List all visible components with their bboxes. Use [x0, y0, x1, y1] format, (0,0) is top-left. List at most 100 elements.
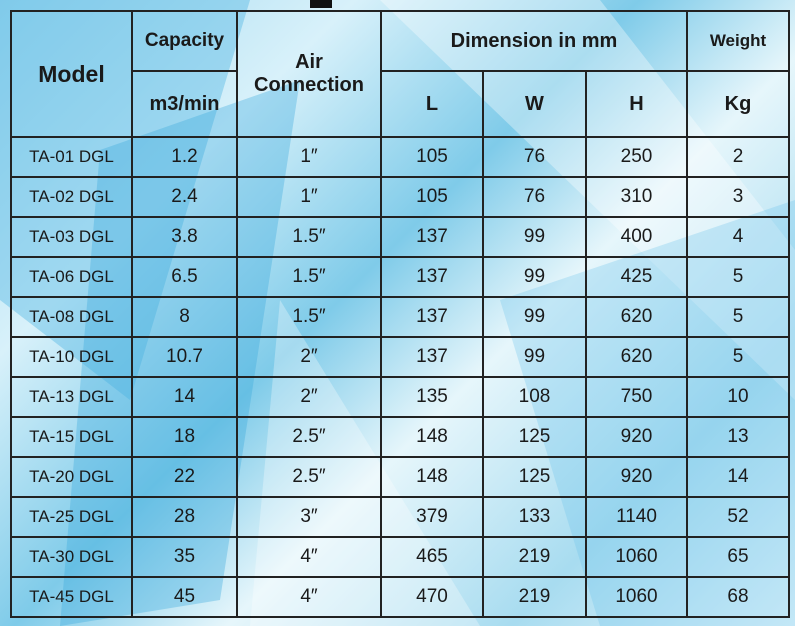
- cell-air-connection: 1″: [236, 136, 382, 178]
- header-w: W: [482, 70, 587, 138]
- cell-length: 137: [380, 256, 484, 298]
- cell-weight: 13: [686, 416, 790, 458]
- cell-model: TA-03 DGL: [10, 216, 133, 258]
- cell-capacity: 2.4: [131, 176, 238, 218]
- table-row: TA-30 DGL 35 4″ 465 219 1060 65: [10, 536, 790, 578]
- cell-weight: 68: [686, 576, 790, 618]
- cell-capacity: 22: [131, 456, 238, 498]
- cell-air-connection: 2″: [236, 376, 382, 418]
- cell-width: 99: [482, 296, 587, 338]
- cell-air-connection: 2″: [236, 336, 382, 378]
- cell-capacity: 45: [131, 576, 238, 618]
- header-h: H: [585, 70, 688, 138]
- cell-weight: 2: [686, 136, 790, 178]
- header-model: Model: [10, 10, 133, 138]
- cell-length: 105: [380, 176, 484, 218]
- cell-air-connection: 1″: [236, 176, 382, 218]
- cell-width: 219: [482, 576, 587, 618]
- cell-model: TA-08 DGL: [10, 296, 133, 338]
- cell-capacity: 6.5: [131, 256, 238, 298]
- cell-length: 137: [380, 216, 484, 258]
- cell-width: 76: [482, 136, 587, 178]
- cell-weight: 14: [686, 456, 790, 498]
- specification-table: Model Capacity Air Connection Dimension …: [10, 10, 790, 618]
- cell-weight: 5: [686, 256, 790, 298]
- cell-model: TA-30 DGL: [10, 536, 133, 578]
- cell-weight: 10: [686, 376, 790, 418]
- cell-model: TA-02 DGL: [10, 176, 133, 218]
- table-row: TA-45 DGL 45 4″ 470 219 1060 68: [10, 576, 790, 618]
- cell-weight: 65: [686, 536, 790, 578]
- cell-capacity: 8: [131, 296, 238, 338]
- cell-length: 135: [380, 376, 484, 418]
- cell-width: 219: [482, 536, 587, 578]
- cell-width: 125: [482, 456, 587, 498]
- cell-air-connection: 1.5″: [236, 296, 382, 338]
- cell-length: 148: [380, 416, 484, 458]
- table-row: TA-10 DGL 10.7 2″ 137 99 620 5: [10, 336, 790, 378]
- cell-model: TA-15 DGL: [10, 416, 133, 458]
- cell-air-connection: 2.5″: [236, 416, 382, 458]
- cell-width: 108: [482, 376, 587, 418]
- cell-length: 137: [380, 336, 484, 378]
- cut-off-title-fragment: [310, 0, 332, 8]
- cell-width: 133: [482, 496, 587, 538]
- header-air-connection: Air Connection: [236, 10, 382, 138]
- cell-air-connection: 4″: [236, 576, 382, 618]
- cell-capacity: 28: [131, 496, 238, 538]
- cell-length: 105: [380, 136, 484, 178]
- cell-height: 1060: [585, 576, 688, 618]
- cell-air-connection: 3″: [236, 496, 382, 538]
- header-dimension: Dimension in mm: [380, 10, 688, 72]
- cell-air-connection: 1.5″: [236, 256, 382, 298]
- cell-length: 470: [380, 576, 484, 618]
- table-row: TA-03 DGL 3.8 1.5″ 137 99 400 4: [10, 216, 790, 258]
- cell-length: 148: [380, 456, 484, 498]
- cell-air-connection: 2.5″: [236, 456, 382, 498]
- cell-height: 1140: [585, 496, 688, 538]
- cell-model: TA-06 DGL: [10, 256, 133, 298]
- cell-model: TA-20 DGL: [10, 456, 133, 498]
- table-row: TA-01 DGL 1.2 1″ 105 76 250 2: [10, 136, 790, 178]
- cell-air-connection: 4″: [236, 536, 382, 578]
- table-row: TA-15 DGL 18 2.5″ 148 125 920 13: [10, 416, 790, 458]
- table-row: TA-13 DGL 14 2″ 135 108 750 10: [10, 376, 790, 418]
- cell-width: 76: [482, 176, 587, 218]
- cell-capacity: 3.8: [131, 216, 238, 258]
- cell-weight: 5: [686, 296, 790, 338]
- cell-weight: 52: [686, 496, 790, 538]
- cell-height: 620: [585, 336, 688, 378]
- cell-model: TA-01 DGL: [10, 136, 133, 178]
- cell-capacity: 10.7: [131, 336, 238, 378]
- cell-height: 310: [585, 176, 688, 218]
- cell-height: 400: [585, 216, 688, 258]
- cell-width: 99: [482, 216, 587, 258]
- cell-width: 99: [482, 256, 587, 298]
- cell-height: 620: [585, 296, 688, 338]
- header-capacity: Capacity: [131, 10, 238, 72]
- cell-width: 99: [482, 336, 587, 378]
- table-row: TA-02 DGL 2.4 1″ 105 76 310 3: [10, 176, 790, 218]
- cell-weight: 5: [686, 336, 790, 378]
- cell-length: 137: [380, 296, 484, 338]
- cell-height: 920: [585, 456, 688, 498]
- header-weight-unit: Kg: [686, 70, 790, 138]
- cell-height: 1060: [585, 536, 688, 578]
- table-row: TA-25 DGL 28 3″ 379 133 1140 52: [10, 496, 790, 538]
- table-row: TA-06 DGL 6.5 1.5″ 137 99 425 5: [10, 256, 790, 298]
- cell-model: TA-45 DGL: [10, 576, 133, 618]
- cell-capacity: 35: [131, 536, 238, 578]
- cell-capacity: 14: [131, 376, 238, 418]
- cell-height: 250: [585, 136, 688, 178]
- table-row: TA-20 DGL 22 2.5″ 148 125 920 14: [10, 456, 790, 498]
- cell-model: TA-25 DGL: [10, 496, 133, 538]
- cell-height: 920: [585, 416, 688, 458]
- header-l: L: [380, 70, 484, 138]
- cell-width: 125: [482, 416, 587, 458]
- table-row: TA-08 DGL 8 1.5″ 137 99 620 5: [10, 296, 790, 338]
- cell-model: TA-13 DGL: [10, 376, 133, 418]
- cell-weight: 4: [686, 216, 790, 258]
- cell-length: 465: [380, 536, 484, 578]
- header-capacity-unit: m3/min: [131, 70, 238, 138]
- header-weight: Weight: [686, 10, 790, 72]
